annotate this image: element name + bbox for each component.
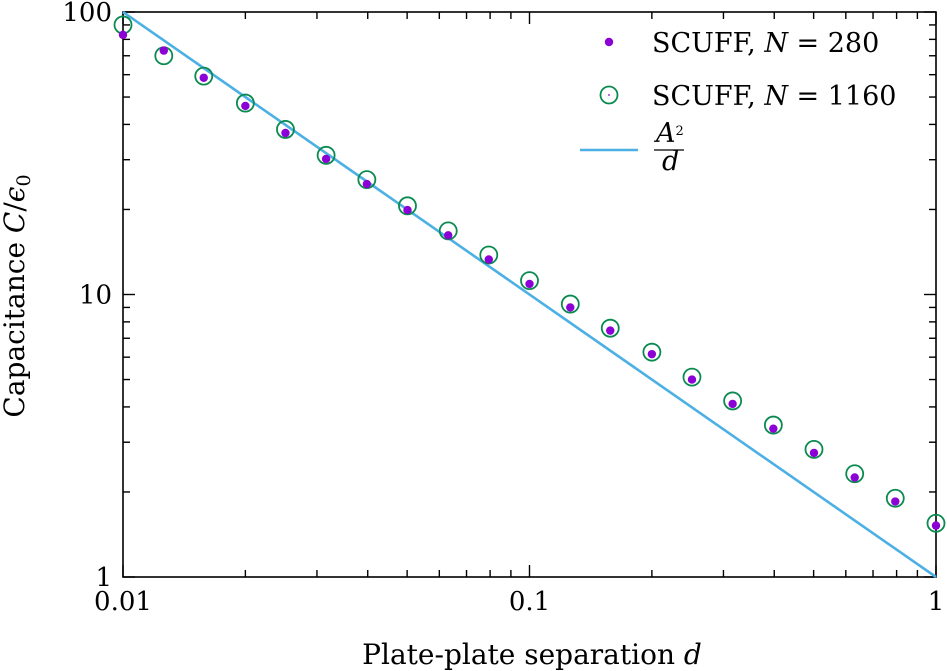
point-n1160 bbox=[600, 318, 620, 338]
point-n1160 bbox=[723, 391, 743, 411]
point-n1160 bbox=[560, 294, 580, 314]
legend-value: = 1160 bbox=[788, 81, 897, 112]
y-axis-label-text: Capacitance bbox=[0, 233, 31, 418]
point-n280 bbox=[362, 179, 372, 189]
point-n280 bbox=[647, 349, 657, 359]
point-n1160 bbox=[804, 439, 824, 459]
x-axis-label: Plate-plate separation d bbox=[362, 638, 702, 671]
point-n1160 bbox=[926, 513, 946, 533]
series-layer bbox=[113, 10, 946, 579]
legend-label-n1160: SCUFF, N = 1160 bbox=[652, 81, 896, 112]
point-n280 bbox=[931, 521, 941, 530]
legend-var: N bbox=[763, 28, 789, 59]
y-tick-label: 10 bbox=[79, 281, 112, 311]
x-axis-label-var: d bbox=[684, 638, 702, 671]
legend-prefix: SCUFF, bbox=[652, 28, 764, 59]
series-line-a2-over-d bbox=[122, 10, 937, 579]
x-tick-label: 0.1 bbox=[509, 587, 550, 617]
point-n280 bbox=[525, 279, 534, 289]
point-n280 bbox=[281, 128, 290, 138]
point-n280 bbox=[850, 473, 859, 482]
y-axis-label: Capacitance C/ϵ0 bbox=[0, 174, 35, 417]
y-axis-label-var: C bbox=[0, 212, 31, 233]
legend-value: = 280 bbox=[788, 28, 879, 59]
point-n1160 bbox=[885, 488, 905, 508]
legend-fraction-var: A bbox=[653, 118, 676, 149]
x-axis-label-text: Plate-plate separation bbox=[362, 638, 684, 671]
point-n1160 bbox=[235, 93, 255, 113]
point-n280 bbox=[687, 375, 697, 384]
legend-var: N bbox=[763, 81, 789, 112]
legend-marker-n1160 bbox=[599, 85, 619, 105]
legend-label-n280: SCUFF, N = 280 bbox=[652, 28, 879, 59]
point-n280 bbox=[321, 154, 331, 164]
y-tick-label: 100 bbox=[62, 0, 112, 28]
point-n280 bbox=[118, 30, 128, 40]
axis-ticks bbox=[122, 11, 937, 578]
point-n280 bbox=[403, 205, 412, 215]
point-n1160 bbox=[194, 66, 214, 86]
point-n280 bbox=[769, 424, 778, 433]
point-n1160 bbox=[763, 415, 783, 435]
legend-prefix: SCUFF, bbox=[652, 81, 764, 112]
point-n1160 bbox=[845, 464, 865, 484]
point-n280 bbox=[728, 399, 737, 409]
tick-labels: 0.01 0.1 1 1 10 100 bbox=[62, 0, 944, 617]
x-tick-label: 0.01 bbox=[94, 587, 152, 617]
legend-fraction-sup: 2 bbox=[676, 124, 684, 139]
point-n1160 bbox=[316, 145, 336, 165]
point-n280 bbox=[241, 101, 250, 111]
point-n280 bbox=[444, 231, 453, 240]
point-n1160 bbox=[642, 342, 662, 362]
legend-marker-n1160-center bbox=[608, 94, 610, 96]
point-n280 bbox=[199, 73, 208, 82]
point-n1160 bbox=[398, 196, 417, 216]
point-n280 bbox=[159, 46, 169, 55]
point-n280 bbox=[809, 448, 819, 458]
point-n280 bbox=[484, 255, 493, 264]
x-tick-label: 1 bbox=[928, 587, 945, 617]
point-n1160 bbox=[682, 367, 702, 387]
legend-fraction-numerator: A2 bbox=[653, 118, 684, 149]
legend-marker-n280 bbox=[604, 37, 614, 47]
point-n280 bbox=[566, 303, 575, 312]
point-n280 bbox=[891, 497, 900, 506]
point-n280 bbox=[606, 326, 615, 335]
y-tick-label: 1 bbox=[95, 563, 112, 593]
point-n1160 bbox=[276, 120, 295, 139]
y-axis-label-slash: / bbox=[0, 202, 31, 212]
y-axis-label-sub: 0 bbox=[13, 174, 35, 186]
legend-fraction-denominator: d bbox=[662, 146, 679, 177]
point-n1160 bbox=[520, 271, 539, 290]
y-axis-label-eps: ϵ bbox=[0, 186, 31, 202]
